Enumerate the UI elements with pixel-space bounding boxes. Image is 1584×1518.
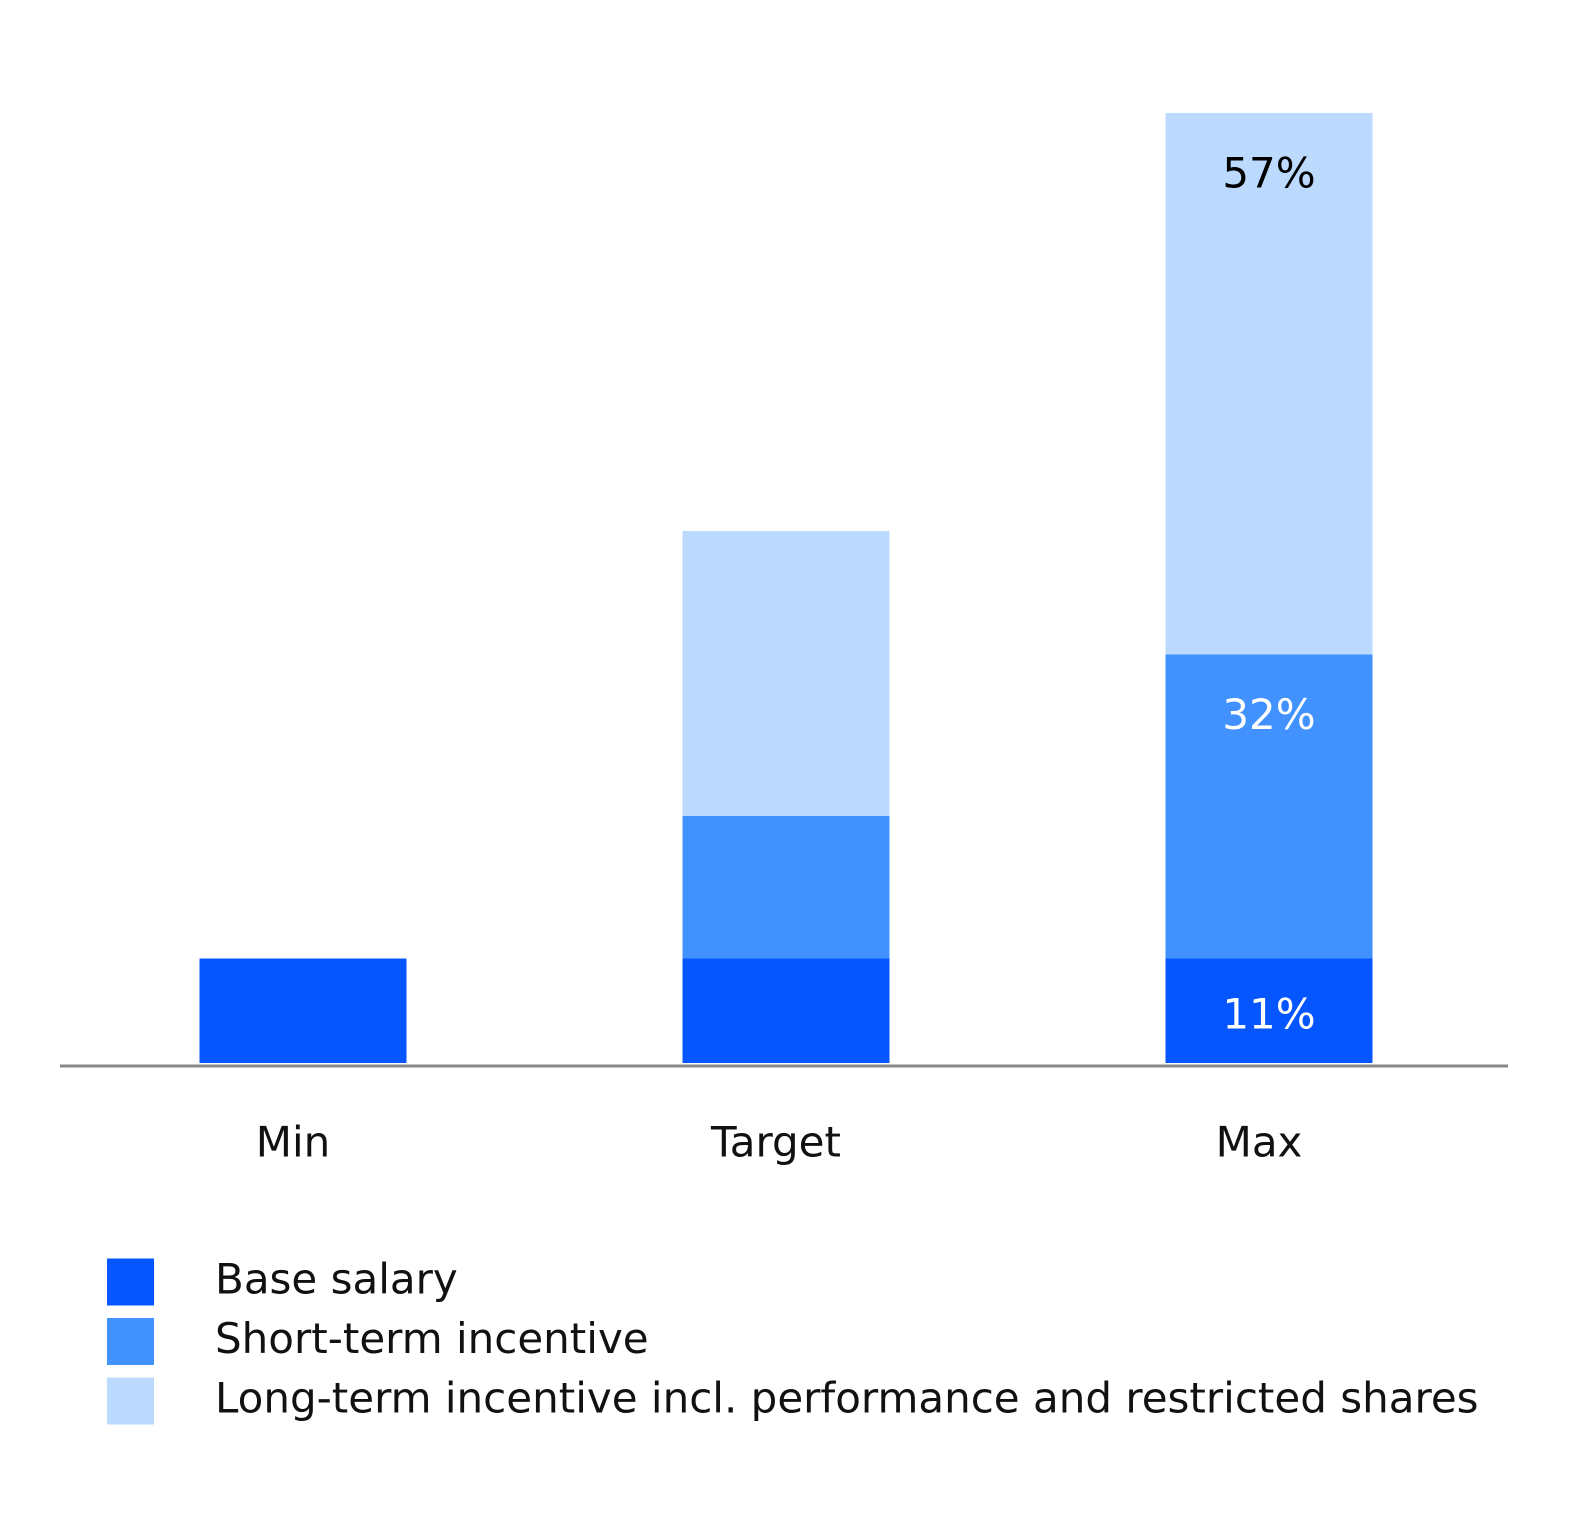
- bar-segment: [682, 531, 890, 816]
- value-label: 57%: [1222, 149, 1315, 198]
- bar-segment: [682, 958, 890, 1063]
- value-label: 11%: [1222, 989, 1315, 1038]
- legend-swatch: [107, 1318, 154, 1365]
- legend-label: Short-term incentive: [215, 1314, 649, 1363]
- legend-label: Base salary: [215, 1255, 458, 1304]
- legend-swatch: [107, 1377, 154, 1425]
- bar-segment: [682, 816, 890, 959]
- legend-swatch: [107, 1258, 154, 1306]
- x-tick-label: Target: [710, 1118, 841, 1167]
- bar-segment: [199, 958, 407, 1063]
- x-tick-label: Min: [256, 1118, 331, 1167]
- x-tick-label: Max: [1216, 1118, 1303, 1167]
- bar-segment: [1165, 654, 1373, 959]
- bar-segment: [1165, 113, 1373, 655]
- value-label: 32%: [1222, 690, 1315, 739]
- legend-label: Long-term incentive incl. performance an…: [215, 1374, 1479, 1423]
- bar-segment: [1165, 958, 1373, 1063]
